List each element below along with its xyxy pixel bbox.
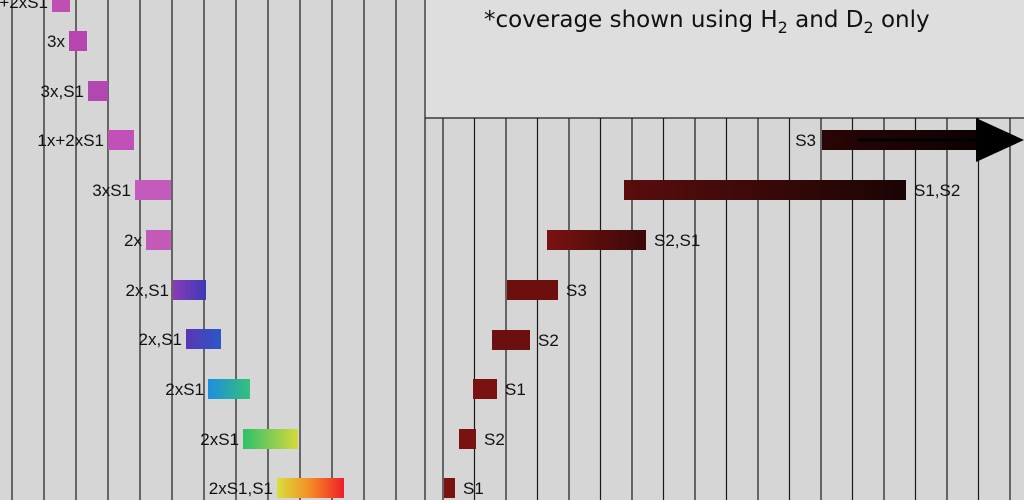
right-bar (444, 478, 455, 498)
right-bar-label: S1 (505, 380, 526, 399)
grid-lines (11, 0, 1024, 500)
arrow-head (976, 118, 1024, 162)
left-bar (277, 478, 344, 498)
left-bar (173, 280, 206, 300)
right-bar (547, 230, 646, 250)
left-bar-label: 2x,S1 (126, 281, 169, 300)
right-bar (473, 379, 497, 399)
left-panel-bars: 2x+2xS1 3x 3x,S1 1x+2xS1 3xS1 2x 2x,S1 2x,S1 2xS… (0, 0, 344, 498)
left-bar-label: 2x,S1 (139, 330, 182, 349)
left-bar (52, 0, 70, 12)
right-bar-label: S3 (795, 131, 816, 150)
right-bar-label: S2,S1 (654, 231, 700, 250)
left-bar-label: 2xS1 (165, 380, 204, 399)
right-bar-label: S3 (566, 281, 587, 300)
left-bar-label: 2xS1 (200, 430, 239, 449)
left-bar-label: 3x (47, 32, 65, 51)
left-bar (108, 130, 134, 150)
left-bar-label: 1x+2xS1 (37, 131, 104, 150)
left-bar (135, 180, 171, 200)
left-bar (208, 379, 250, 399)
right-bar-label: S1,S2 (914, 181, 960, 200)
right-bar-label: S1 (463, 479, 484, 498)
right-panel-bars: S3 S1,S2 S2,S1 S3 S2 S1 S2 S1 (444, 118, 1024, 498)
left-bar-label: 2xS1,S1 (209, 479, 273, 498)
note-box (424, 0, 1024, 118)
left-bar (146, 230, 171, 250)
left-bar-label: 3xS1 (92, 181, 131, 200)
right-bar-label: S2 (484, 430, 505, 449)
right-bar-label: S2 (538, 331, 559, 350)
left-bar-label: 3x,S1 (41, 82, 84, 101)
right-bar (624, 180, 906, 200)
left-bar (243, 429, 298, 449)
left-bar-label: 2x+2xS1 (0, 0, 48, 12)
left-bar (69, 31, 87, 51)
right-bar (492, 330, 530, 350)
coverage-note: *coverage shown using H2 and D2 only (484, 7, 930, 37)
right-bar (507, 280, 558, 300)
left-bar-label: 2x (124, 231, 142, 250)
left-bar (186, 329, 221, 349)
right-bar (459, 429, 476, 449)
left-bar (88, 81, 108, 101)
